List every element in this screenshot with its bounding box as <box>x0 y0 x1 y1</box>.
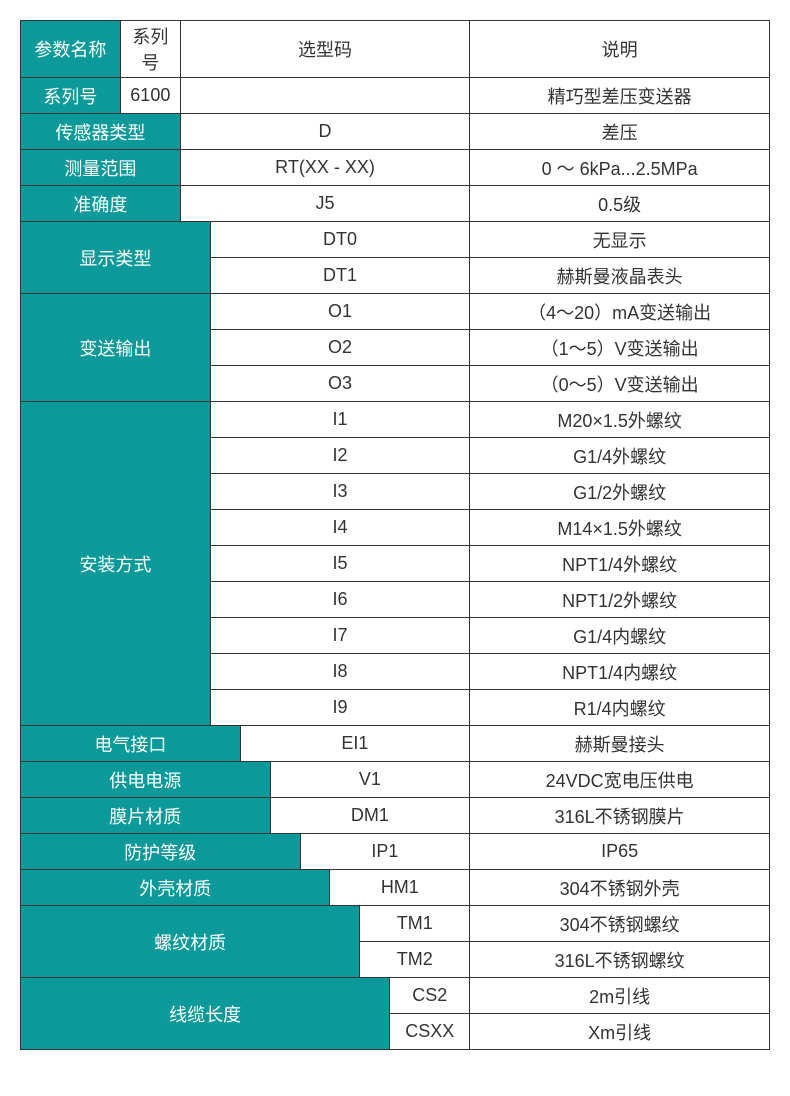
thread-desc-1: 316L不锈钢螺纹 <box>470 942 770 978</box>
output-desc-1: （1～5）V变送输出 <box>470 330 770 366</box>
diaphragm-desc: 316L不锈钢膜片 <box>470 798 770 834</box>
sensor-type-label: 传感器类型 <box>21 114 181 150</box>
protection-row: 防护等级 IP1 IP65 <box>21 834 770 870</box>
install-code-2: I3 <box>210 474 469 510</box>
accuracy-desc: 0.5级 <box>470 186 770 222</box>
thread-desc-0: 304不锈钢螺纹 <box>470 906 770 942</box>
diaphragm-row: 膜片材质 DM1 316L不锈钢膜片 <box>21 798 770 834</box>
display-type-row-0: 显示类型 DT0 无显示 <box>21 222 770 258</box>
accuracy-label: 准确度 <box>21 186 181 222</box>
install-desc-0: M20×1.5外螺纹 <box>470 402 770 438</box>
protection-desc: IP65 <box>470 834 770 870</box>
diaphragm-label: 膜片材质 <box>21 798 271 834</box>
output-desc-2: （0～5）V变送输出 <box>470 366 770 402</box>
series-value: 6100 <box>120 78 180 114</box>
header-row: 参数名称 系列号 选型码 说明 <box>21 21 770 78</box>
install-code-3: I4 <box>210 510 469 546</box>
output-desc-0: （4～20）mA变送输出 <box>470 294 770 330</box>
elec-if-code: EI1 <box>240 726 470 762</box>
thread-row-0: 螺纹材质 TM1 304不锈钢螺纹 <box>21 906 770 942</box>
output-code-2: O3 <box>210 366 469 402</box>
cable-desc-1: Xm引线 <box>470 1014 770 1050</box>
thread-label: 螺纹材质 <box>21 906 360 978</box>
measure-range-row: 测量范围 RT(XX - XX) 0 ～ 6kPa...2.5MPa <box>21 150 770 186</box>
accuracy-code: J5 <box>180 186 469 222</box>
display-type-label: 显示类型 <box>21 222 211 294</box>
housing-desc: 304不锈钢外壳 <box>470 870 770 906</box>
display-type-code-0: DT0 <box>210 222 469 258</box>
hdr-series-no: 系列号 <box>120 21 180 78</box>
thread-code-0: TM1 <box>360 906 470 942</box>
power-label: 供电电源 <box>21 762 271 798</box>
install-row-0: 安装方式 I1 M20×1.5外螺纹 <box>21 402 770 438</box>
hdr-selection-code: 选型码 <box>180 21 469 78</box>
install-desc-7: NPT1/4内螺纹 <box>470 654 770 690</box>
output-label: 变送输出 <box>21 294 211 402</box>
install-code-1: I2 <box>210 438 469 474</box>
cable-label: 线缆长度 <box>21 978 390 1050</box>
thread-code-1: TM2 <box>360 942 470 978</box>
install-desc-8: R1/4内螺纹 <box>470 690 770 726</box>
diaphragm-code: DM1 <box>270 798 470 834</box>
protection-label: 防护等级 <box>21 834 301 870</box>
install-desc-1: G1/4外螺纹 <box>470 438 770 474</box>
elec-if-row: 电气接口 EI1 赫斯曼接头 <box>21 726 770 762</box>
measure-range-label: 测量范围 <box>21 150 181 186</box>
elec-if-label: 电气接口 <box>21 726 241 762</box>
power-row: 供电电源 V1 24VDC宽电压供电 <box>21 762 770 798</box>
measure-range-code: RT(XX - XX) <box>180 150 469 186</box>
display-type-desc-0: 无显示 <box>470 222 770 258</box>
display-type-desc-1: 赫斯曼液晶表头 <box>470 258 770 294</box>
series-code-blank <box>180 78 469 114</box>
install-desc-2: G1/2外螺纹 <box>470 474 770 510</box>
output-code-0: O1 <box>210 294 469 330</box>
measure-range-desc: 0 ～ 6kPa...2.5MPa <box>470 150 770 186</box>
spec-table: 参数名称 系列号 选型码 说明 系列号 6100 精巧型差压变送器 传感器类型 … <box>20 20 770 1050</box>
elec-if-desc: 赫斯曼接头 <box>470 726 770 762</box>
power-desc: 24VDC宽电压供电 <box>470 762 770 798</box>
install-code-8: I9 <box>210 690 469 726</box>
install-desc-5: NPT1/2外螺纹 <box>470 582 770 618</box>
cable-desc-0: 2m引线 <box>470 978 770 1014</box>
install-label: 安装方式 <box>21 402 211 726</box>
install-code-4: I5 <box>210 546 469 582</box>
accuracy-row: 准确度 J5 0.5级 <box>21 186 770 222</box>
output-row-0: 变送输出 O1 （4～20）mA变送输出 <box>21 294 770 330</box>
install-desc-4: NPT1/4外螺纹 <box>470 546 770 582</box>
install-desc-6: G1/4内螺纹 <box>470 618 770 654</box>
display-type-code-1: DT1 <box>210 258 469 294</box>
housing-label: 外壳材质 <box>21 870 330 906</box>
install-desc-3: M14×1.5外螺纹 <box>470 510 770 546</box>
series-label: 系列号 <box>21 78 121 114</box>
housing-row: 外壳材质 HM1 304不锈钢外壳 <box>21 870 770 906</box>
output-code-1: O2 <box>210 330 469 366</box>
hdr-param-name: 参数名称 <box>21 21 121 78</box>
protection-code: IP1 <box>300 834 470 870</box>
sensor-type-row: 传感器类型 D 差压 <box>21 114 770 150</box>
sensor-type-code: D <box>180 114 469 150</box>
install-code-0: I1 <box>210 402 469 438</box>
series-desc: 精巧型差压变送器 <box>470 78 770 114</box>
cable-code-0: CS2 <box>390 978 470 1014</box>
install-code-5: I6 <box>210 582 469 618</box>
hdr-description: 说明 <box>470 21 770 78</box>
install-code-7: I8 <box>210 654 469 690</box>
cable-row-0: 线缆长度 CS2 2m引线 <box>21 978 770 1014</box>
cable-code-1: CSXX <box>390 1014 470 1050</box>
housing-code: HM1 <box>330 870 470 906</box>
series-row: 系列号 6100 精巧型差压变送器 <box>21 78 770 114</box>
power-code: V1 <box>270 762 470 798</box>
sensor-type-desc: 差压 <box>470 114 770 150</box>
install-code-6: I7 <box>210 618 469 654</box>
